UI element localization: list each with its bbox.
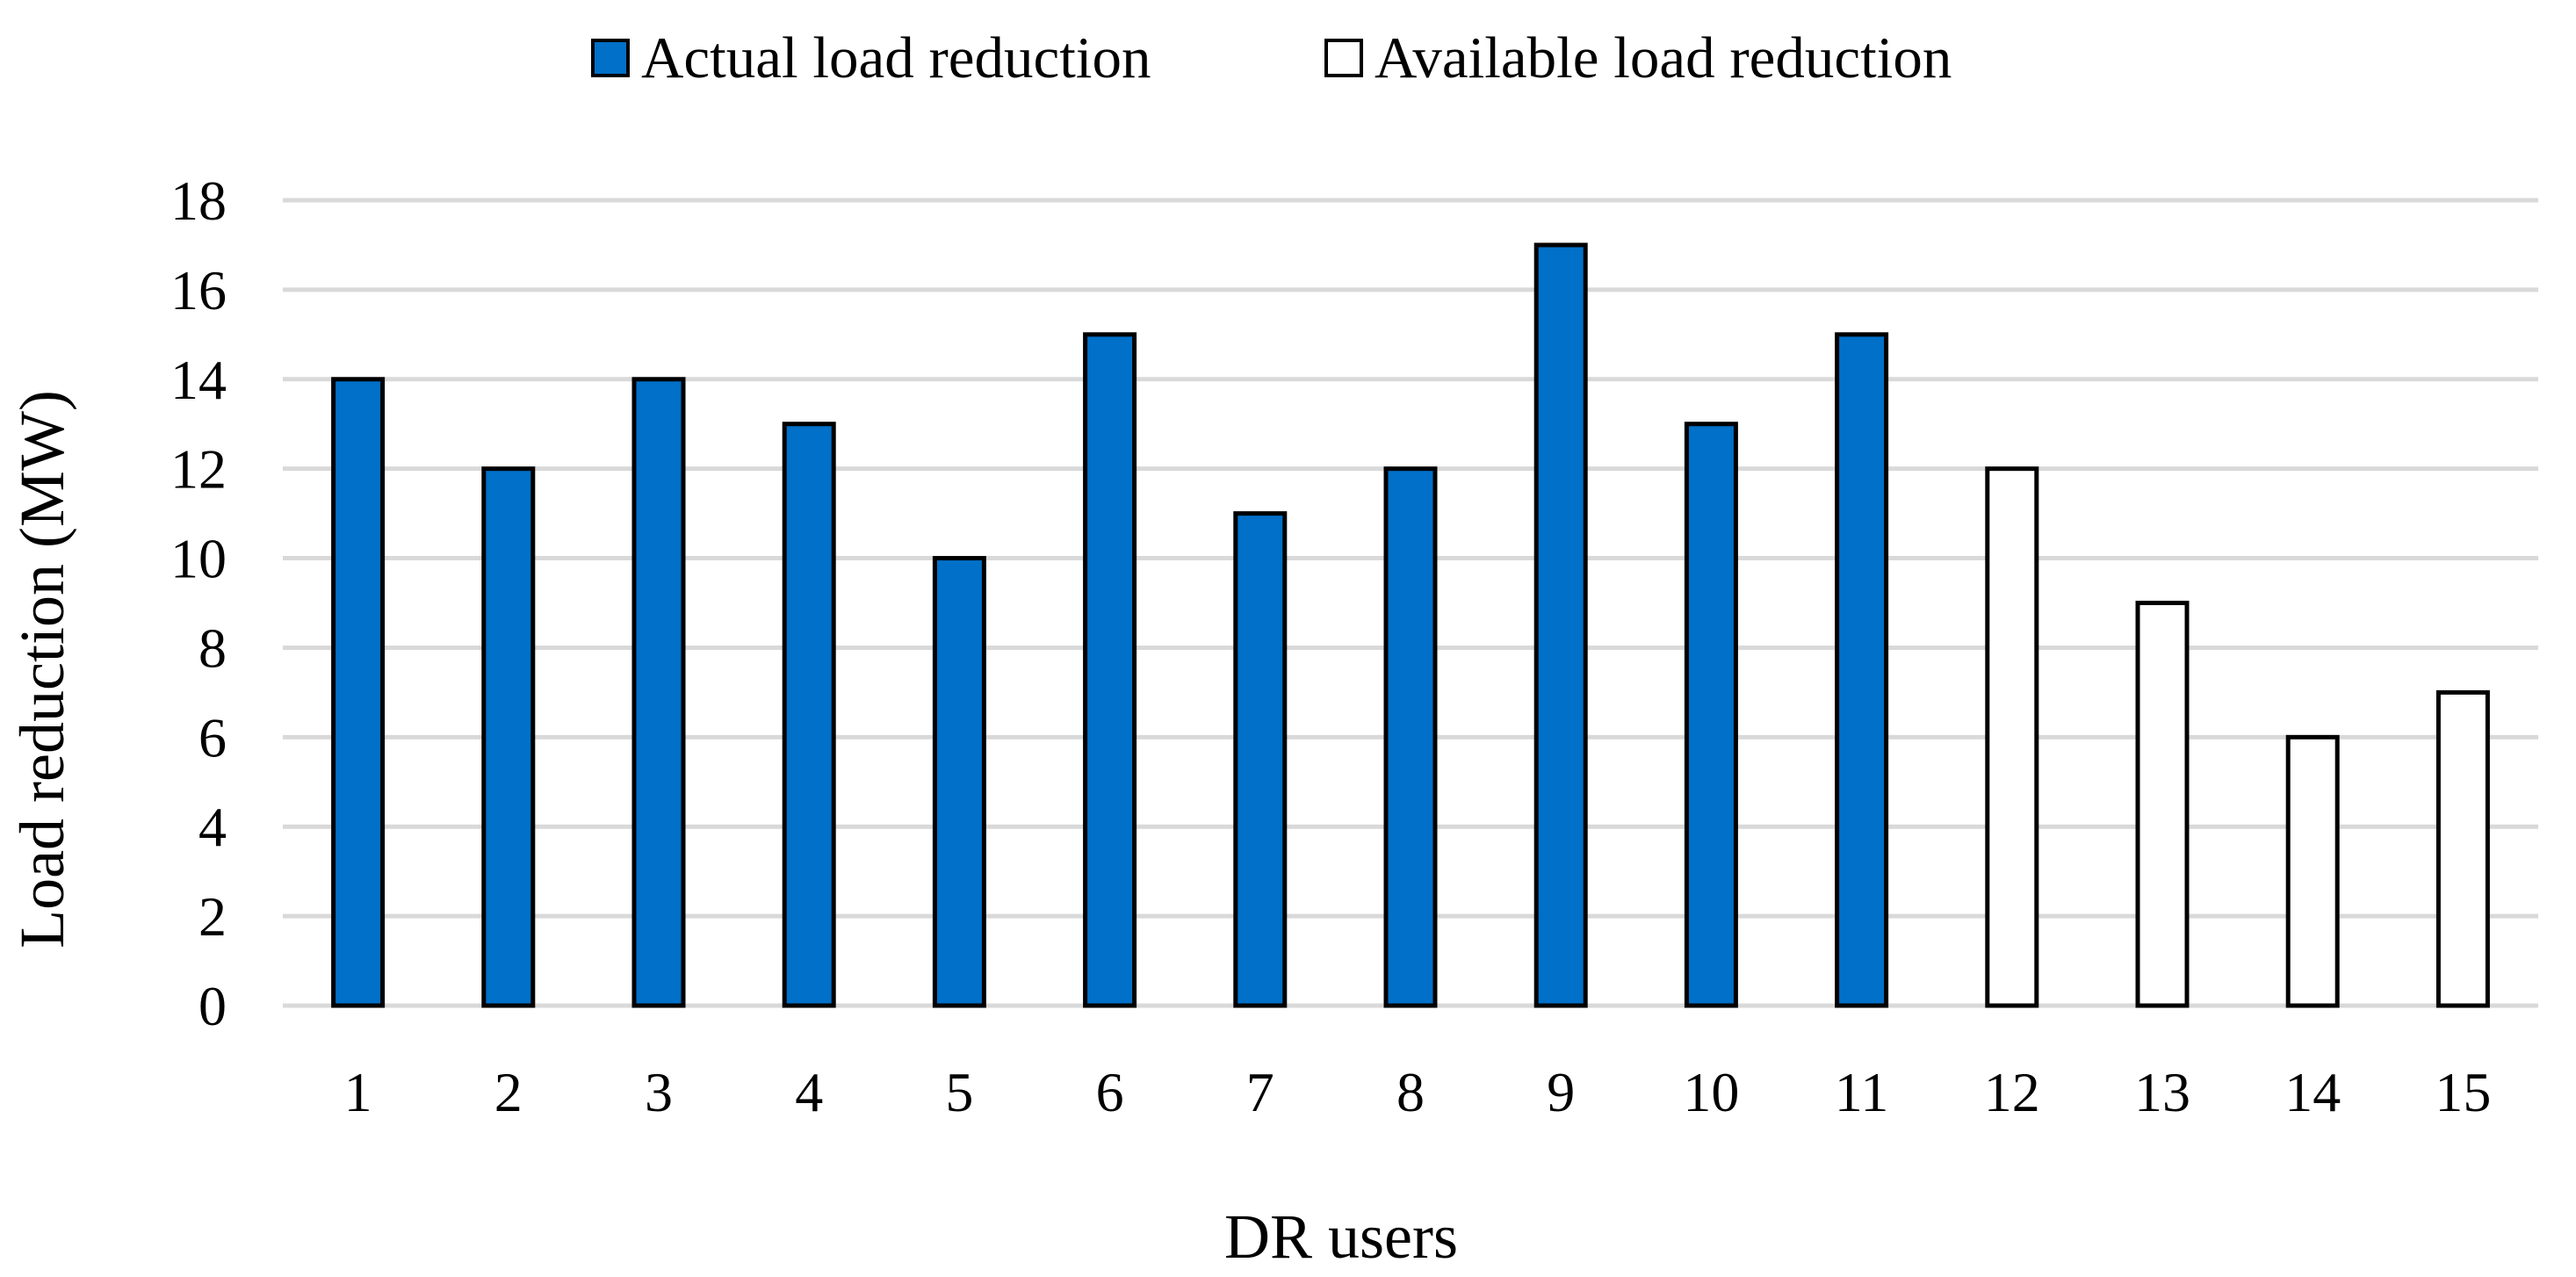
bar-actual-11 (1835, 332, 1889, 1008)
bar-actual-8 (1383, 466, 1438, 1008)
bar-available-14 (2285, 734, 2340, 1008)
x-tick-label-4: 4 (795, 1061, 823, 1123)
bar-available-15 (2435, 689, 2490, 1008)
y-tick-label-2: 2 (198, 885, 227, 948)
legend-swatch-actual (591, 39, 630, 77)
legend-label-actual: Actual load reduction (641, 25, 1151, 90)
bar-actual-3 (631, 377, 686, 1008)
x-tick-label-1: 1 (344, 1061, 372, 1123)
x-tick-label-8: 8 (1396, 1061, 1425, 1123)
legend: Actual load reduction Available load red… (591, 25, 1952, 90)
x-tick-label-11: 11 (1835, 1061, 1889, 1123)
legend-swatch-available (1324, 39, 1363, 77)
x-tick-label-13: 13 (2134, 1061, 2190, 1123)
x-tick-label-3: 3 (645, 1061, 673, 1123)
bar-available-12 (1985, 466, 2039, 1008)
x-axis-title: DR users (1224, 1201, 1458, 1272)
y-axis-title: Load reduction (MW) (7, 390, 77, 949)
bar-actual-5 (932, 556, 986, 1008)
x-tick-label-2: 2 (494, 1061, 523, 1123)
x-tick-label-6: 6 (1096, 1061, 1124, 1123)
y-tick-label-14: 14 (170, 349, 227, 411)
bar-actual-2 (481, 466, 536, 1008)
bar-actual-4 (782, 422, 836, 1008)
x-tick-label-10: 10 (1683, 1061, 1739, 1123)
bar-available-13 (2135, 601, 2190, 1008)
y-tick-label-8: 8 (198, 617, 227, 679)
x-axis-tick-labels: 1 2 3 4 5 6 7 8 9 10 11 12 13 14 15 (344, 1061, 2492, 1123)
y-tick-label-4: 4 (198, 796, 227, 858)
x-tick-label-15: 15 (2435, 1061, 2491, 1123)
y-tick-label-16: 16 (170, 259, 227, 321)
y-axis-tick-labels: 0 2 4 6 8 10 12 14 16 18 (170, 170, 227, 1037)
legend-label-available: Available load reduction (1375, 25, 1952, 90)
y-tick-label-12: 12 (170, 438, 227, 501)
bar-actual-7 (1233, 511, 1288, 1008)
bars (331, 242, 2490, 1008)
x-tick-label-12: 12 (1984, 1061, 2040, 1123)
bar-actual-1 (331, 377, 386, 1008)
x-tick-label-14: 14 (2284, 1061, 2341, 1123)
bar-actual-6 (1083, 332, 1137, 1008)
y-tick-label-10: 10 (170, 528, 227, 590)
bar-actual-9 (1533, 242, 1588, 1008)
y-tick-label-18: 18 (170, 170, 227, 232)
bar-actual-10 (1684, 422, 1738, 1008)
y-tick-label-0: 0 (198, 975, 227, 1037)
x-tick-label-9: 9 (1547, 1061, 1575, 1123)
x-tick-label-7: 7 (1246, 1061, 1274, 1123)
y-tick-label-6: 6 (198, 706, 227, 768)
x-tick-label-5: 5 (945, 1061, 973, 1123)
